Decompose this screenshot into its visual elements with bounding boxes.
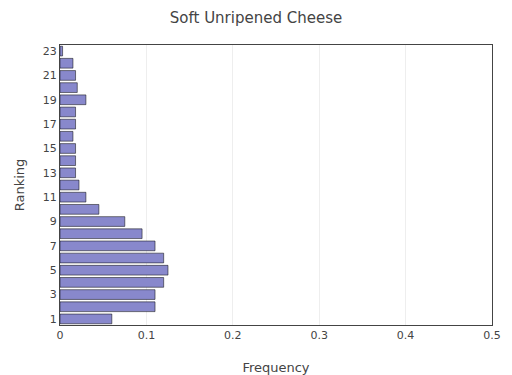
- svg-text:5: 5: [50, 264, 57, 277]
- svg-text:3: 3: [50, 288, 57, 301]
- svg-text:7: 7: [50, 240, 57, 253]
- svg-text:23: 23: [43, 45, 57, 58]
- svg-text:Soft Unripened Cheese: Soft Unripened Cheese: [170, 9, 342, 27]
- svg-text:0.4: 0.4: [397, 329, 415, 342]
- svg-text:11: 11: [43, 191, 57, 204]
- svg-text:1: 1: [50, 313, 57, 326]
- svg-text:15: 15: [43, 142, 57, 155]
- svg-text:Frequency: Frequency: [242, 360, 309, 375]
- svg-text:Ranking: Ranking: [12, 159, 27, 212]
- svg-text:19: 19: [43, 94, 57, 107]
- svg-text:0.5: 0.5: [483, 329, 501, 342]
- svg-text:13: 13: [43, 167, 57, 180]
- svg-text:0.3: 0.3: [310, 329, 328, 342]
- svg-text:0.2: 0.2: [224, 329, 242, 342]
- svg-text:0.1: 0.1: [138, 329, 156, 342]
- svg-text:17: 17: [43, 118, 57, 131]
- svg-text:9: 9: [50, 215, 57, 228]
- svg-text:21: 21: [43, 69, 57, 82]
- svg-text:0: 0: [57, 329, 64, 342]
